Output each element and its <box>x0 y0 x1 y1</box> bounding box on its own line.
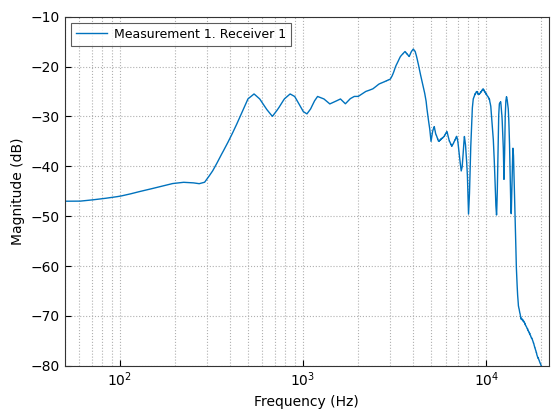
Y-axis label: Magnitude (dB): Magnitude (dB) <box>11 137 25 245</box>
Measurement 1. Receiver 1 <box>538 363 545 368</box>
X-axis label: Frequency (Hz): Frequency (Hz) <box>254 395 359 409</box>
Line: Measurement 1. Receiver 1: Measurement 1. Receiver 1 <box>65 49 542 366</box>
Measurement 1. Receiver 1 <box>62 199 68 204</box>
Measurement 1. Receiver 1 <box>410 47 417 52</box>
Measurement 1. Receiver 1 <box>478 89 484 94</box>
Measurement 1. Receiver 1 <box>529 336 535 341</box>
Legend: Measurement 1. Receiver 1: Measurement 1. Receiver 1 <box>71 23 291 46</box>
Measurement 1. Receiver 1 <box>116 194 123 199</box>
Measurement 1. Receiver 1 <box>244 97 251 102</box>
Measurement 1. Receiver 1 <box>265 109 272 114</box>
Measurement 1. Receiver 1 <box>144 187 151 192</box>
